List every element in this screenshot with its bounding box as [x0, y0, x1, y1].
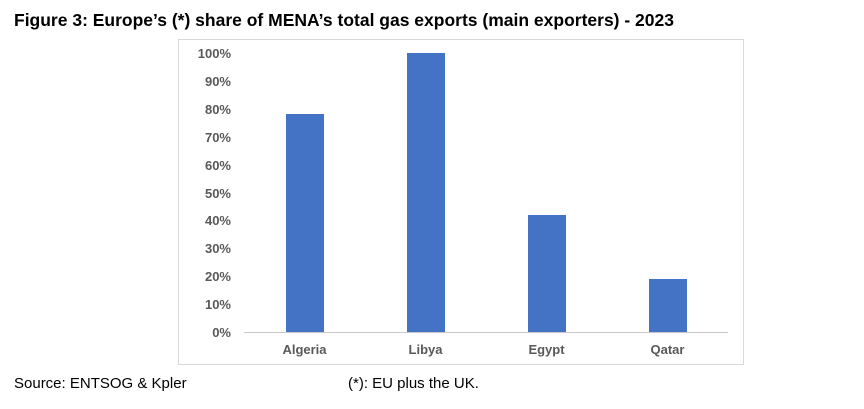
x-tick-label-algeria: Algeria: [282, 342, 327, 357]
figure-title: Figure 3: Europe’s (*) share of MENA’s t…: [14, 10, 674, 30]
y-tick-label: 50%: [204, 185, 231, 201]
y-tick-label: 60%: [204, 157, 231, 173]
y-tick-label: 70%: [204, 129, 231, 145]
x-tick-label-libya: Libya: [408, 342, 443, 357]
y-tick-label: 20%: [204, 269, 231, 285]
bar-egypt: [527, 214, 566, 332]
bar-libya: [406, 53, 445, 332]
x-axis: Algeria Libya Egypt Qatar: [244, 342, 728, 360]
y-tick-label: 100%: [197, 46, 231, 61]
source-note: Source: ENTSOG & Kpler: [14, 375, 187, 392]
x-tick-label-qatar: Qatar: [650, 342, 685, 357]
y-tick-label: 30%: [204, 241, 231, 257]
bar-algeria: [285, 114, 324, 332]
x-tick-label-egypt: Egypt: [528, 342, 565, 357]
bar-qatar: [648, 279, 687, 332]
plot-area: [244, 53, 728, 333]
y-tick-label: 0%: [212, 325, 231, 340]
chart-frame: 0% 10% 20% 30% 40% 50% 60% 70% 80% 90% 100% Algeri…: [178, 39, 744, 365]
y-tick-label: 10%: [204, 297, 231, 313]
asterisk-note: (*): EU plus the UK.: [348, 375, 479, 392]
y-tick-label: 80%: [204, 101, 231, 117]
y-tick-label: 40%: [204, 213, 231, 229]
y-tick-label: 90%: [204, 73, 231, 89]
